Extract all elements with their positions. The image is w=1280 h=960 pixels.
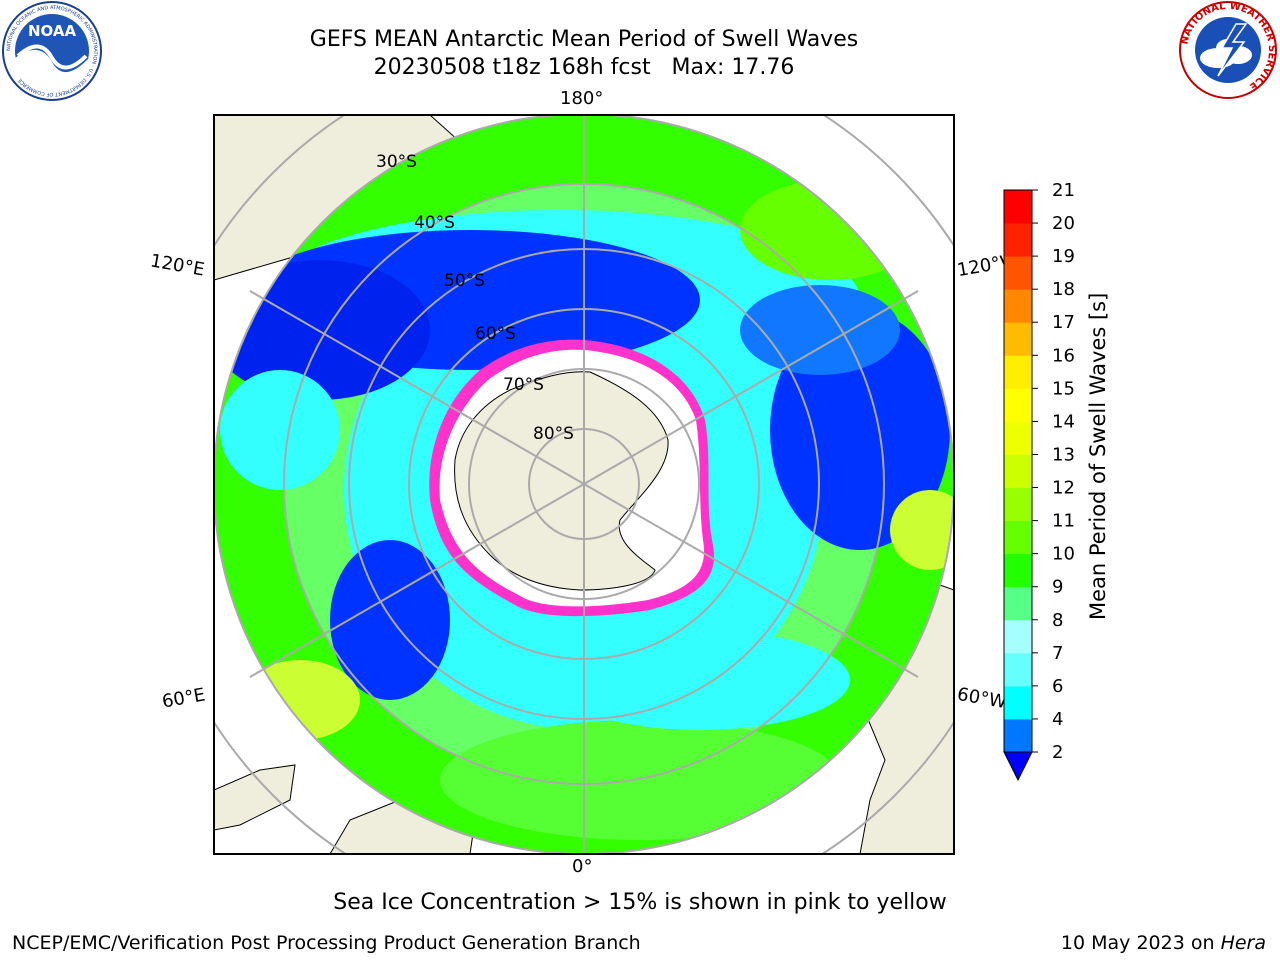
colorbar-tick-label: 14 (1052, 411, 1075, 432)
colorbar-tick-label: 4 (1052, 709, 1063, 730)
colorbar-band (1004, 718, 1032, 753)
sea-ice-caption: Sea Ice Concentration > 15% is shown in … (333, 890, 947, 915)
lat-label-70s: 70°S (503, 375, 544, 395)
footer-date: 10 May 2023 on Hera (1061, 932, 1266, 954)
chart-subtitle: 20230508 t18z 168h fcst Max: 17.76 (373, 55, 795, 80)
colorbar-tick-label: 20 (1052, 213, 1075, 234)
colorbar-band (1004, 586, 1032, 621)
colorbar-band (1004, 487, 1032, 522)
colorbar-tick-label: 8 (1052, 610, 1063, 631)
colorbar-tick-label: 12 (1052, 478, 1075, 499)
chart-title: GEFS MEAN Antarctic Mean Period of Swell… (309, 27, 859, 52)
colorbar-band (1004, 355, 1032, 389)
colorbar-tick-label: 13 (1052, 444, 1075, 465)
colorbar-tick-label: 17 (1052, 312, 1075, 333)
colorbar-band (1004, 553, 1032, 588)
colorbar-band (1004, 520, 1032, 555)
colorbar-tick-label: 10 (1052, 544, 1075, 565)
colorbar-tick-label: 11 (1052, 511, 1075, 532)
colorbar-tick-label: 9 (1052, 577, 1063, 598)
colorbar-tick-label: 16 (1052, 345, 1075, 366)
colorbar-band (1004, 619, 1032, 654)
footer-date-text: 10 May 2023 on (1060, 932, 1221, 954)
colorbar-band (1004, 685, 1032, 720)
lat-label-60s: 60°S (475, 324, 516, 344)
footer-host: Hera (1220, 932, 1266, 954)
colorbar-band (1004, 256, 1032, 290)
colorbar-tick-label: 2 (1052, 742, 1063, 763)
colorbar-band (1004, 289, 1032, 323)
lon-label-180: 180° (560, 88, 604, 109)
lon-label-0: 0° (572, 856, 593, 877)
madagascar-land (214, 764, 296, 831)
colorbar-tick-label: 7 (1052, 643, 1063, 664)
antarctica-land (454, 371, 669, 591)
colorbar-band (1004, 223, 1032, 257)
colorbar-band (1004, 190, 1032, 224)
colorbar-tick-label: 6 (1052, 676, 1063, 697)
lat-label-30s: 30°S (376, 152, 417, 172)
lat-label-80s: 80°S (533, 424, 574, 444)
colorbar-extend-triangle (1003, 751, 1033, 782)
colorbar-frame (1003, 189, 1033, 753)
colorbar-tick-label: 18 (1052, 279, 1075, 300)
colorbar-band (1004, 322, 1032, 356)
colorbar-label: Mean Period of Swell Waves [s] (1086, 292, 1110, 620)
lat-label-40s: 40°S (414, 213, 455, 233)
colorbar-tick-label: 19 (1052, 246, 1075, 267)
colorbar-band (1004, 652, 1032, 687)
colorbar-tick-label: 21 (1052, 180, 1075, 201)
colorbar-band (1004, 454, 1032, 489)
graticule (214, 115, 954, 854)
colorbar-band (1004, 421, 1032, 455)
footer-credit: NCEP/EMC/Verification Post Processing Pr… (12, 932, 641, 954)
colorbar-band (1004, 388, 1032, 422)
colorbar-tick-label: 15 (1052, 378, 1075, 399)
lat-label-50s: 50°S (444, 271, 485, 291)
